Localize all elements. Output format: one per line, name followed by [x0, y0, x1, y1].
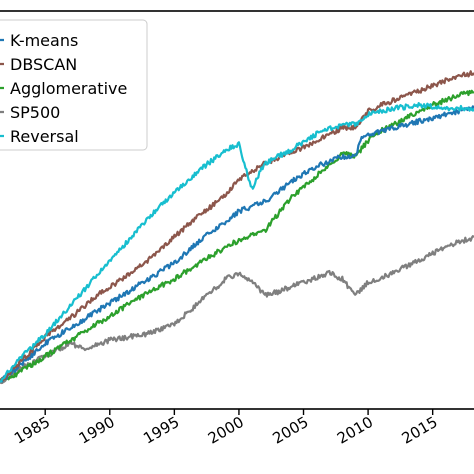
- x-tick-label-2010: 2010: [334, 413, 376, 448]
- x-tick-label-2015: 2015: [399, 413, 441, 448]
- series-line-reversal: [0, 101, 474, 383]
- legend-label-reversal: Reversal: [10, 127, 79, 146]
- legend-label-dbscan: DBSCAN: [10, 55, 77, 74]
- legend-box: [0, 19, 148, 151]
- legend-entries: K-means DBSCAN Agglomerative SP500 Reversal: [0, 31, 127, 146]
- series-line-agglomerative: [0, 89, 474, 383]
- x-tick-label-2005: 2005: [269, 413, 311, 448]
- x-ticks: 1985 1990 1995 2000 2005 2010 2015: [11, 409, 441, 448]
- x-tick-label-1985: 1985: [11, 413, 53, 448]
- series-line-k-means: [0, 105, 474, 383]
- legend-label-agglomerative: Agglomerative: [10, 79, 127, 98]
- x-tick-label-1990: 1990: [76, 413, 118, 448]
- series-group: [0, 70, 474, 385]
- legend: K-means DBSCAN Agglomerative SP500 Reversal: [0, 19, 148, 151]
- series-line-sp500: [0, 235, 474, 385]
- x-tick-label-2000: 2000: [205, 413, 247, 448]
- series-line-dbscan: [0, 70, 474, 382]
- x-tick-label-1995: 1995: [140, 413, 182, 448]
- legend-label-k-means: K-means: [10, 31, 78, 50]
- legend-label-sp500: SP500: [10, 103, 60, 122]
